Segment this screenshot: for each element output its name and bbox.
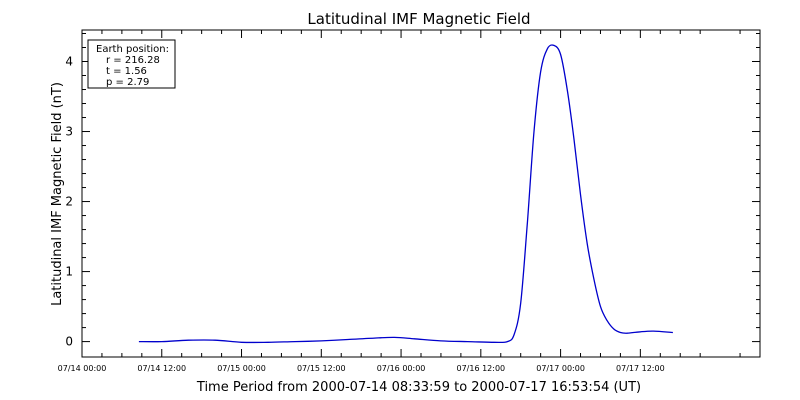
- y-tick-label: 3: [65, 125, 73, 139]
- legend-heading: Earth position:: [96, 44, 169, 55]
- x-tick-label: 07/14 12:00: [137, 364, 186, 373]
- legend-p: p = 2.79: [106, 77, 149, 88]
- x-tick-label: 07/14 00:00: [58, 364, 107, 373]
- legend-t: t = 1.56: [106, 66, 147, 77]
- y-tick-label: 4: [65, 55, 73, 69]
- legend-r: r = 216.28: [106, 55, 160, 66]
- chart-title: Latitudinal IMF Magnetic Field: [307, 10, 530, 28]
- x-tick-label: 07/15 00:00: [217, 364, 266, 373]
- x-tick-label: 07/16 00:00: [377, 364, 426, 373]
- x-axis: 07/14 00:00 07/14 12:00 07/15 00:00 07/15 1…: [58, 30, 741, 373]
- y-tick-label: 2: [65, 195, 73, 209]
- y-tick-label: 1: [65, 265, 73, 279]
- legend: Earth position: r = 216.28 t = 1.56 p = …: [87, 39, 176, 89]
- y-tick-label: 0: [65, 335, 73, 349]
- x-tick-label: 07/17 00:00: [536, 364, 585, 373]
- y-axis-label: Latitudinal IMF Magnetic Field (nT): [50, 82, 65, 306]
- y-axis: 0 1 2 3 4: [65, 33, 760, 349]
- x-tick-label: 07/15 12:00: [297, 364, 346, 373]
- x-tick-label: 07/16 12:00: [456, 364, 505, 373]
- x-tick-label: 07/17 12:00: [616, 364, 665, 373]
- legend-box: [87, 39, 176, 89]
- series-line: [138, 44, 673, 344]
- x-axis-label: Time Period from 2000-07-14 08:33:59 to …: [196, 380, 641, 395]
